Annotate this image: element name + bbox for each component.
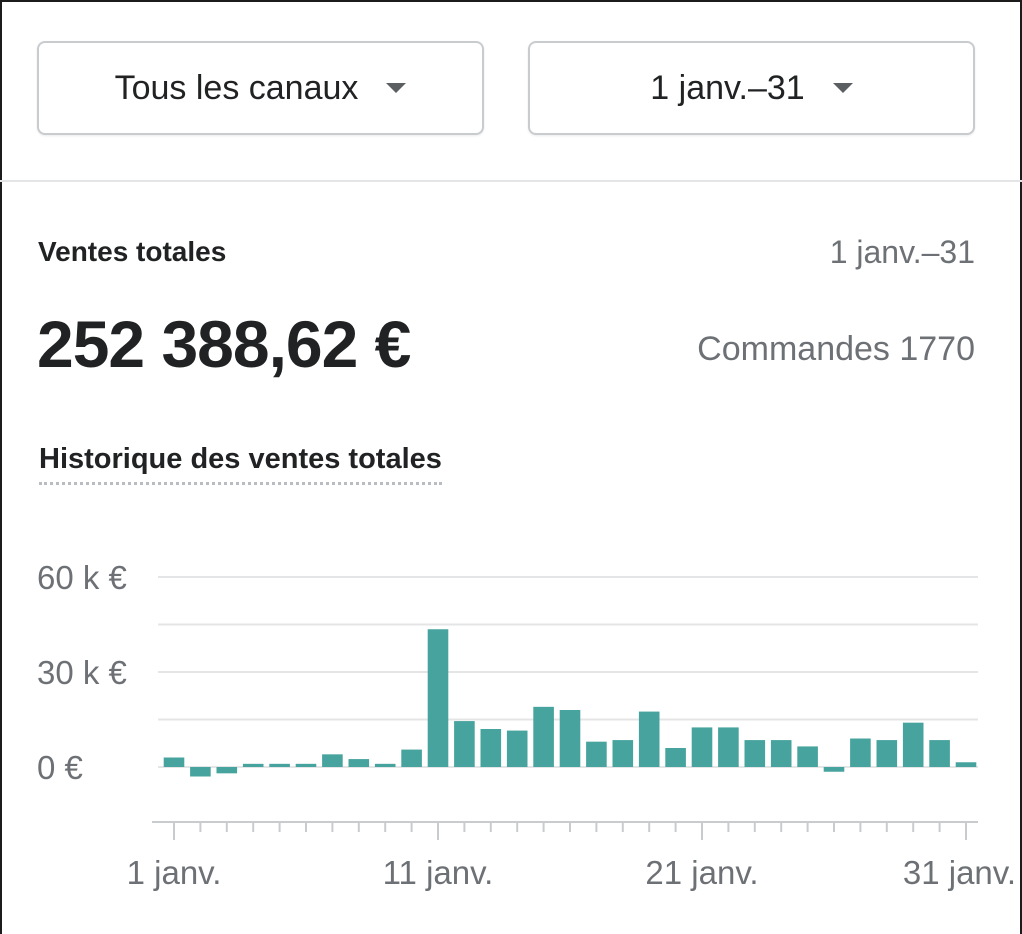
bar	[322, 754, 343, 767]
y-tick-label: 0 €	[37, 749, 83, 786]
bar	[586, 741, 607, 767]
sales-history-chart: 0 € 30 k € 60 k € 1 janv. 11 janv. 21 janv. 31…	[37, 559, 1016, 891]
bar	[718, 727, 739, 767]
bar	[295, 763, 317, 767]
bar	[665, 748, 686, 767]
bar	[691, 727, 713, 767]
bar	[533, 706, 554, 767]
channel-select-label: Tous les canaux	[114, 68, 359, 107]
bar	[929, 740, 950, 767]
bar	[559, 710, 581, 767]
bar	[770, 740, 792, 767]
bar	[638, 711, 660, 767]
caret-down-icon	[832, 83, 853, 93]
bar	[480, 729, 502, 767]
filter-bar: Tous les canaux 1 janv.–31	[0, 0, 1022, 182]
bar	[506, 730, 528, 767]
bar	[797, 746, 818, 767]
bar	[242, 763, 264, 767]
bar	[823, 767, 845, 772]
card-title: Ventes totales	[38, 236, 227, 267]
date-range-select-button[interactable]: 1 janv.–31	[528, 41, 975, 135]
bar	[163, 757, 185, 767]
date-range-select-label: 1 janv.–31	[650, 68, 805, 107]
channel-select-button[interactable]: Tous les canaux	[37, 41, 484, 135]
total-sales-value: 252 388,62 €	[37, 307, 411, 381]
bar	[876, 740, 898, 767]
bar	[454, 721, 475, 767]
bar	[269, 763, 290, 767]
bar	[612, 740, 634, 767]
y-tick-label: 30 k €	[37, 654, 127, 691]
card-date-range: 1 janv.–31	[829, 234, 975, 270]
x-tick-label: 31 janv.	[903, 854, 1016, 891]
x-tick-label: 1 janv.	[127, 854, 222, 891]
bar	[744, 740, 766, 767]
x-tick-label: 21 janv.	[645, 854, 758, 891]
y-tick-label: 60 k €	[37, 559, 127, 596]
bar	[190, 767, 211, 777]
bar	[850, 738, 871, 767]
bar	[955, 762, 977, 767]
bar	[348, 759, 370, 767]
bar	[374, 763, 396, 767]
chart-heading[interactable]: Historique des ventes totales	[39, 443, 442, 485]
bar	[401, 749, 422, 767]
orders-count: Commandes 1770	[697, 330, 975, 368]
x-tick-label: 11 janv.	[383, 854, 494, 891]
caret-down-icon	[386, 83, 407, 93]
bar	[902, 722, 924, 767]
bar	[427, 629, 449, 767]
bar	[216, 767, 238, 774]
